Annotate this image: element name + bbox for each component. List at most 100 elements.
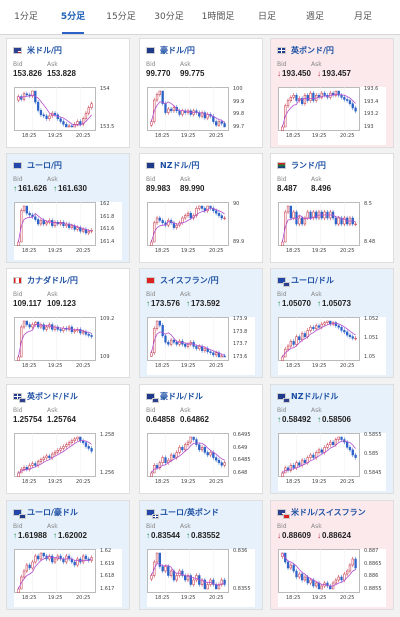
- candle-body: [42, 457, 45, 460]
- candle-body: [340, 436, 343, 440]
- candle-body: [67, 125, 71, 128]
- candlestick-plot: [17, 317, 93, 361]
- candle-body: [17, 472, 20, 477]
- card-header: スイスフラン/円: [146, 275, 262, 287]
- rate-card[interactable]: ユーロ/英ポンド Bid Ask ↑0.83544 ↑0.83552 0.836 0.835…: [139, 500, 263, 610]
- bid-value-text: 8.487: [277, 184, 298, 193]
- candle-body: [36, 555, 40, 560]
- candle-body: [334, 217, 338, 225]
- candle-body: [289, 205, 293, 219]
- rate-card[interactable]: 豪ドル/円 Bid Ask 99.770 99.775 100 99.9 99.8 99.7 18…: [139, 38, 263, 148]
- rate-card[interactable]: ユーロ/円 Bid Ask ↑161.626 ↑161.630 162 161.8 161.6…: [6, 153, 130, 263]
- candle-body: [62, 446, 65, 449]
- candle-body: [181, 217, 184, 224]
- bid-value: 109.117: [13, 299, 41, 308]
- tab-7[interactable]: 月足: [353, 12, 372, 22]
- tab-2[interactable]: 15分足: [106, 12, 136, 22]
- y-tick-label: 0.836: [233, 548, 248, 554]
- candle-body: [292, 341, 295, 345]
- x-tick-label: 20:25: [340, 133, 355, 139]
- candle-body: [53, 558, 57, 563]
- rate-card[interactable]: ユーロ/豪ドル Bid Ask ↑1.61988 ↑1.62002 1.62 1.619 1.…: [6, 500, 130, 610]
- bid-label: Bid: [146, 407, 156, 414]
- y-tick-label: 0.585: [364, 451, 379, 457]
- pair-name: 米ドル/円: [27, 46, 62, 55]
- bid-value-text: 99.770: [146, 69, 171, 78]
- rate-card[interactable]: NZドル/円 Bid Ask 89.983 89.990 90 89.9 18:25 19:25…: [139, 153, 263, 263]
- price-chart: 1.62 1.619 1.618 1.617 18:25 19:25 20:25: [14, 548, 122, 607]
- ask-label: Ask: [311, 176, 322, 183]
- bid-value: ↑161.626: [13, 184, 47, 193]
- bid-label: Bid: [146, 176, 156, 183]
- y-tick-label: 1.62: [100, 548, 112, 554]
- candle-body: [164, 103, 167, 113]
- x-tick-label: 20:25: [340, 479, 355, 485]
- ask-label: Ask: [311, 523, 322, 530]
- candle-body: [351, 336, 354, 339]
- candle-body: [90, 335, 93, 337]
- candle-body: [172, 339, 176, 343]
- candle-body: [59, 555, 62, 560]
- candle-body: [303, 576, 307, 581]
- ask-value: ↓0.88624: [317, 531, 351, 540]
- candle-body: [354, 223, 357, 226]
- pair-name: 米ドル/スイスフラン: [291, 508, 366, 517]
- candle-body: [155, 94, 159, 101]
- quote-currency-flag-icon: [283, 398, 290, 403]
- tab-4[interactable]: 1時間足: [201, 12, 235, 22]
- x-tick-label: 18:25: [22, 479, 37, 485]
- y-tick-label: 89.9: [233, 239, 245, 245]
- candle-body: [312, 579, 315, 587]
- rate-card[interactable]: 英ポンド/ドル Bid Ask 1.25754 1.25764 1.258 1.256 18:…: [6, 384, 130, 494]
- chart-frame: [278, 549, 360, 593]
- tab-3[interactable]: 30分足: [154, 12, 184, 22]
- rate-card[interactable]: NZドル/ドル Bid Ask ↑0.58492 ↑0.58506 0.5855 0.585…: [270, 384, 394, 494]
- tab-1[interactable]: 5分足: [50, 0, 96, 34]
- candle-body: [17, 241, 20, 246]
- candle-body: [286, 205, 290, 213]
- candle-body: [306, 211, 309, 219]
- candle-body: [28, 212, 31, 216]
- tab-0[interactable]: 1分足: [14, 12, 38, 22]
- candle-body: [214, 210, 218, 214]
- candle-body: [90, 448, 93, 452]
- x-tick-label: 18:25: [155, 479, 170, 485]
- x-tick-label: 19:25: [312, 133, 327, 139]
- candle-body: [42, 324, 45, 330]
- tab-5[interactable]: 日足: [257, 12, 276, 22]
- rate-card[interactable]: 英ポンド/円 Bid Ask ↓193.450 ↓193.457 193.6 193.4 19…: [270, 38, 394, 148]
- candle-body: [200, 346, 204, 351]
- price-chart: 154 153.5 18:25 19:25 20:25: [14, 86, 122, 145]
- candle-body: [56, 450, 59, 453]
- y-tick-label: 162: [100, 201, 110, 207]
- rate-card[interactable]: 豪ドル/ドル Bid Ask 0.64858 0.64862 0.6495 0.649 0.6…: [139, 384, 263, 494]
- candle-body: [286, 345, 290, 350]
- candle-body: [214, 584, 218, 590]
- rate-card[interactable]: 米ドル/円 Bid Ask 153.826 153.828 154 153.5 18:25 19…: [6, 38, 130, 148]
- candle-body: [31, 463, 34, 466]
- candle-body: [70, 225, 74, 228]
- moving-average-line: [282, 214, 356, 243]
- rate-card[interactable]: スイスフラン/円 Bid Ask ↑173.576 ↑173.592 173.9 173.8…: [139, 268, 263, 378]
- candle-body: [81, 118, 85, 125]
- candle-body: [220, 462, 223, 466]
- bid-label: Bid: [146, 61, 156, 68]
- candle-body: [209, 351, 212, 354]
- x-tick-label: 19:25: [181, 248, 196, 254]
- candle-body: [65, 123, 68, 128]
- rate-card[interactable]: カナダドル/円 Bid Ask 109.117 109.123 109.2 109 18:25…: [6, 268, 130, 378]
- ask-value-text: 1.05073: [322, 299, 351, 308]
- rate-card[interactable]: ユーロ/ドル Bid Ask ↑1.05070 ↑1.05073 1.052 1.051 1.…: [270, 268, 394, 378]
- chart-frame: [278, 87, 360, 131]
- tab-6[interactable]: 週足: [305, 12, 324, 22]
- rate-card[interactable]: 米ドル/スイスフラン Bid Ask ↓0.88609 ↓0.88624 0.887 0.8…: [270, 500, 394, 610]
- quote-currency-flag-icon: [152, 398, 159, 403]
- rate-card[interactable]: ランド/円 Bid Ask 8.487 8.496 8.5 8.48 18:25 19:25 20…: [270, 153, 394, 263]
- candle-body: [200, 447, 204, 451]
- candle-body: [337, 90, 340, 96]
- candle-body: [351, 103, 354, 109]
- candle-body: [320, 92, 323, 98]
- candle-body: [192, 579, 195, 585]
- candle-body: [209, 452, 212, 456]
- candle-body: [161, 324, 164, 337]
